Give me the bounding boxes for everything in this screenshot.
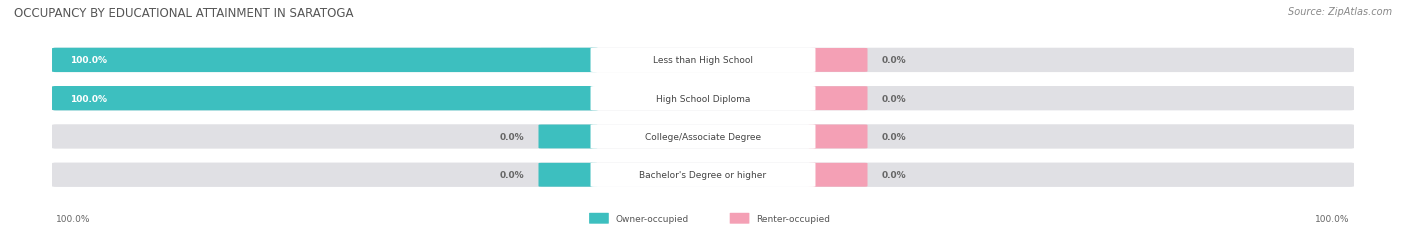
Text: 0.0%: 0.0% <box>882 94 907 103</box>
Text: 100.0%: 100.0% <box>1315 214 1350 223</box>
FancyBboxPatch shape <box>538 125 598 149</box>
Text: 100.0%: 100.0% <box>70 56 107 65</box>
Text: 0.0%: 0.0% <box>882 56 907 65</box>
Text: Bachelor's Degree or higher: Bachelor's Degree or higher <box>640 170 766 179</box>
Text: OCCUPANCY BY EDUCATIONAL ATTAINMENT IN SARATOGA: OCCUPANCY BY EDUCATIONAL ATTAINMENT IN S… <box>14 7 353 20</box>
FancyBboxPatch shape <box>538 163 598 187</box>
FancyBboxPatch shape <box>591 163 815 187</box>
FancyBboxPatch shape <box>52 87 599 111</box>
FancyBboxPatch shape <box>808 87 868 111</box>
FancyBboxPatch shape <box>589 213 609 224</box>
FancyBboxPatch shape <box>52 49 599 73</box>
FancyBboxPatch shape <box>538 49 598 73</box>
Text: 100.0%: 100.0% <box>56 214 91 223</box>
Text: 100.0%: 100.0% <box>70 94 107 103</box>
Text: Owner-occupied: Owner-occupied <box>616 214 689 223</box>
Text: Renter-occupied: Renter-occupied <box>756 214 831 223</box>
Text: College/Associate Degree: College/Associate Degree <box>645 132 761 141</box>
Text: 0.0%: 0.0% <box>499 170 524 179</box>
FancyBboxPatch shape <box>808 125 868 149</box>
FancyBboxPatch shape <box>52 163 1354 187</box>
Text: 0.0%: 0.0% <box>499 132 524 141</box>
FancyBboxPatch shape <box>591 87 815 111</box>
Text: 0.0%: 0.0% <box>882 170 907 179</box>
FancyBboxPatch shape <box>730 213 749 224</box>
FancyBboxPatch shape <box>52 87 1354 111</box>
Text: Source: ZipAtlas.com: Source: ZipAtlas.com <box>1288 7 1392 17</box>
FancyBboxPatch shape <box>808 163 868 187</box>
Text: High School Diploma: High School Diploma <box>655 94 751 103</box>
Text: Less than High School: Less than High School <box>652 56 754 65</box>
FancyBboxPatch shape <box>538 87 598 111</box>
FancyBboxPatch shape <box>591 125 815 149</box>
FancyBboxPatch shape <box>52 49 1354 73</box>
FancyBboxPatch shape <box>52 125 1354 149</box>
FancyBboxPatch shape <box>808 49 868 73</box>
Text: 0.0%: 0.0% <box>882 132 907 141</box>
FancyBboxPatch shape <box>591 49 815 73</box>
